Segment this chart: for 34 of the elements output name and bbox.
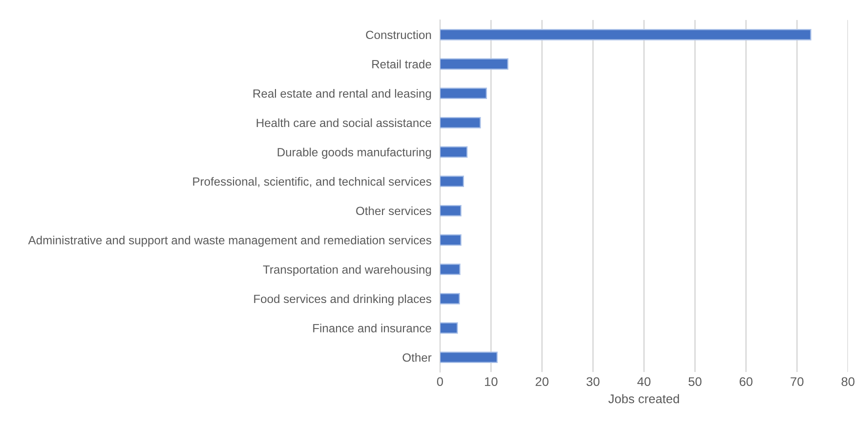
- x-tick-label: 40: [637, 377, 650, 386]
- bar: [440, 204, 462, 216]
- bar: [440, 264, 460, 276]
- bar: [440, 322, 458, 334]
- y-tick-label: Other: [402, 353, 432, 362]
- x-tick-label: 60: [740, 377, 752, 386]
- bar: [440, 352, 498, 364]
- x-tick-label: 80: [842, 377, 854, 386]
- y-tick-label: Construction: [366, 30, 431, 40]
- bar: [440, 88, 487, 100]
- y-tick-label: Health care and social assistance: [256, 118, 432, 128]
- x-tick-label: 10: [485, 377, 498, 386]
- y-tick-label: Other services: [356, 206, 432, 216]
- x-tick-label: 20: [536, 377, 548, 386]
- y-tick-label: Finance and insurance: [313, 324, 432, 332]
- bar: [440, 28, 812, 40]
- x-tick-label: 70: [790, 377, 804, 386]
- bar: [440, 292, 460, 304]
- bar: [440, 176, 464, 188]
- bar: [440, 116, 481, 128]
- y-tick-label: Durable goods manufacturing: [278, 148, 431, 159]
- y-tick-label: Food services and drinking places: [254, 294, 432, 306]
- y-tick-label: Retail trade: [372, 60, 432, 68]
- x-tick-label: 0: [437, 377, 443, 386]
- bar: [440, 58, 508, 70]
- y-tick-label: Administrative and support and waste management and remediation services: [28, 236, 432, 247]
- bar: [440, 146, 468, 158]
- y-tick-label: Transportation and warehousing: [263, 265, 431, 276]
- x-tick-label: 50: [688, 377, 702, 386]
- x-axis-title: Jobs created: [608, 394, 679, 404]
- x-tick-label: 30: [586, 377, 600, 386]
- y-tick-label: Real estate and rental and leasing: [253, 89, 431, 100]
- bar: [440, 234, 462, 246]
- y-tick-label: Professional, scientific, and technical services: [193, 177, 432, 188]
